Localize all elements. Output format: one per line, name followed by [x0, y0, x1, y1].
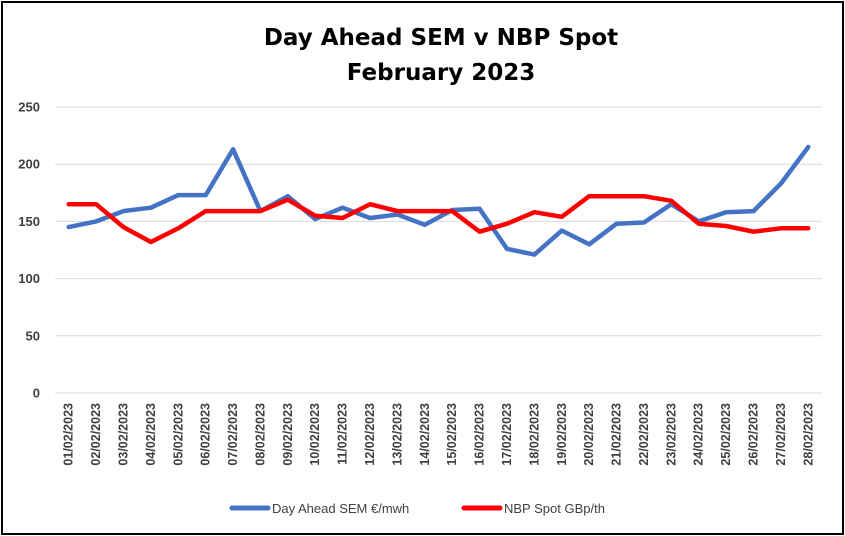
y-tick-label: 50: [26, 328, 40, 343]
series-line-sem: [66, 144, 811, 257]
legend-label-sem: Day Ahead SEM €/mwh: [272, 501, 409, 516]
legend: Day Ahead SEM €/mwh NBP Spot GBp/th: [229, 501, 605, 516]
x-tick-label: 20/02/2023: [582, 403, 596, 466]
x-tick-label: 03/02/2023: [116, 403, 130, 466]
x-tick-label: 04/02/2023: [144, 403, 158, 466]
x-tick-label: 28/02/2023: [801, 403, 815, 466]
x-tick-label: 24/02/2023: [692, 403, 706, 466]
series-line-nbp: [66, 193, 811, 245]
x-tick-label: 19/02/2023: [555, 403, 569, 466]
y-axis-ticks: 0 50 100 150 200 250: [18, 100, 40, 401]
gridlines: [55, 106, 822, 394]
x-tick-label: 05/02/2023: [171, 403, 185, 466]
x-tick-label: 10/02/2023: [308, 403, 322, 466]
series-lines: [66, 144, 811, 257]
x-tick-label: 06/02/2023: [199, 403, 213, 466]
x-tick-label: 02/02/2023: [89, 403, 103, 466]
y-tick-label: 250: [18, 100, 40, 115]
x-tick-label: 22/02/2023: [637, 403, 651, 466]
x-tick-label: 26/02/2023: [747, 403, 761, 466]
x-tick-label: 01/02/2023: [62, 403, 76, 466]
x-tick-label: 21/02/2023: [610, 403, 624, 466]
legend-label-nbp: NBP Spot GBp/th: [504, 501, 605, 516]
x-tick-label: 08/02/2023: [253, 403, 267, 466]
x-tick-label: 18/02/2023: [527, 403, 541, 466]
chart-title: Day Ahead SEM v NBP Spot: [264, 25, 618, 51]
x-tick-label: 07/02/2023: [226, 403, 240, 466]
x-tick-label: 13/02/2023: [390, 403, 404, 466]
x-tick-label: 23/02/2023: [664, 403, 678, 466]
x-tick-label: 16/02/2023: [473, 403, 487, 466]
x-tick-label: 15/02/2023: [445, 403, 459, 466]
x-tick-label: 11/02/2023: [336, 403, 350, 465]
y-tick-label: 200: [18, 157, 40, 172]
chart-subtitle: February 2023: [347, 60, 535, 86]
y-tick-label: 0: [33, 386, 40, 401]
x-tick-label: 17/02/2023: [500, 403, 514, 466]
x-tick-label: 12/02/2023: [363, 403, 377, 466]
x-tick-label: 09/02/2023: [281, 403, 295, 466]
x-tick-label: 25/02/2023: [719, 403, 733, 466]
x-tick-label: 14/02/2023: [418, 403, 432, 466]
y-tick-label: 100: [18, 271, 40, 286]
x-tick-label: 27/02/2023: [774, 403, 788, 466]
x-axis-ticks: 01/02/2023 02/02/2023 03/02/2023 04/02/2023…: [62, 403, 816, 466]
y-tick-label: 150: [18, 214, 40, 229]
